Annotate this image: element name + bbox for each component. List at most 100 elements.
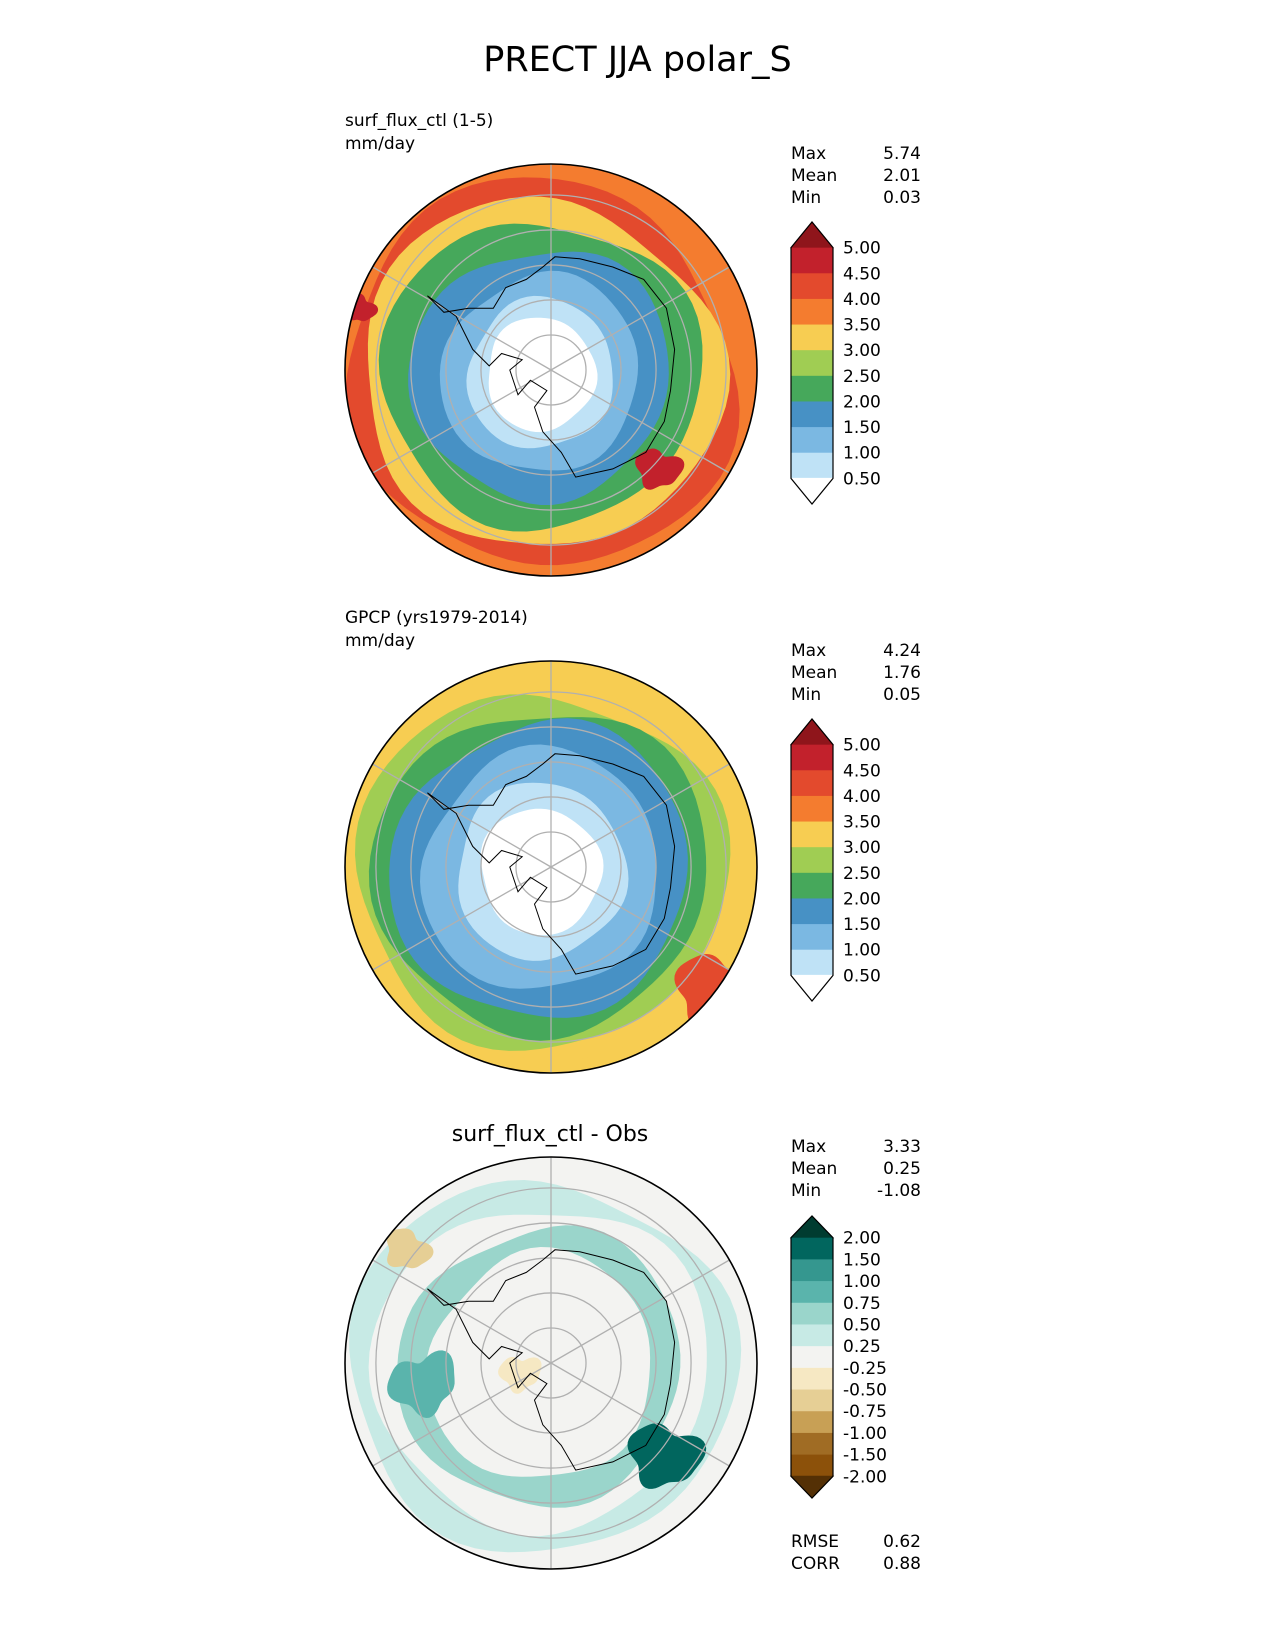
colorbar-tick-label: -0.25 — [843, 1359, 887, 1379]
longitude-gridline — [550, 1259, 730, 1364]
stat-value: 0.62 — [883, 1532, 921, 1552]
stat-corr: CORR 0.88 — [791, 1553, 921, 1575]
colorbar-tick-label: -1.50 — [843, 1446, 887, 1466]
colorbar-segment — [791, 1281, 833, 1304]
colorbar-tick-label: 4.00 — [843, 290, 881, 310]
colorbar-tick-label: -0.75 — [843, 1402, 887, 1422]
stat-name: Mean — [791, 1159, 838, 1179]
field-layer — [345, 661, 757, 1073]
longitude-gridline — [550, 266, 730, 371]
stat-name: Max — [791, 144, 827, 164]
colorbar-segment — [791, 427, 833, 454]
colorbar-segment — [791, 1302, 833, 1325]
stat-max: Max 3.33 — [791, 1136, 921, 1158]
colorbar-tick-label: 1.50 — [843, 1250, 881, 1270]
longitude-gridline — [550, 763, 730, 868]
stat-name: Min — [791, 685, 822, 705]
stat-name: CORR — [791, 1554, 840, 1574]
colorbar-extend-top — [789, 1215, 835, 1239]
stat-min: Min 0.03 — [791, 187, 921, 209]
colorbar-tick-label: 3.00 — [843, 838, 881, 858]
colorbar-tick-label: 0.75 — [843, 1294, 881, 1314]
colorbar-tick-label: 4.50 — [843, 761, 881, 781]
map-layer — [344, 163, 758, 577]
colorbar-segment — [791, 949, 833, 976]
longitude-gridline — [550, 369, 730, 474]
stat-name: RMSE — [791, 1532, 840, 1552]
colorbar-tick-label: 0.50 — [843, 469, 881, 489]
panel-title: surf_flux_ctl - Obs — [451, 1122, 649, 1147]
colorbar-tick-label: 2.00 — [843, 1229, 881, 1249]
stat-value: 0.03 — [883, 188, 921, 208]
stat-name: Max — [791, 641, 827, 661]
map-layer — [344, 1156, 758, 1570]
map-boundary — [344, 1156, 758, 1570]
anomaly-patch — [498, 1356, 542, 1394]
stat-name: Mean — [791, 663, 838, 683]
antarctica-coastline — [427, 256, 676, 478]
colorbar-tick-label: 0.25 — [843, 1337, 881, 1357]
colorbar-tick-label: -0.50 — [843, 1381, 887, 1401]
colorbar-segment — [791, 298, 833, 326]
stat-max: Max 4.24 — [791, 640, 921, 662]
colorbar-tick-label: 1.00 — [843, 444, 881, 464]
colorbar-segment — [791, 247, 833, 274]
colorbar-tick-label: 0.50 — [843, 966, 881, 986]
colorbar-tick-label: 2.00 — [843, 889, 881, 909]
stat-value: 2.01 — [883, 166, 921, 186]
longitude-gridline — [372, 266, 552, 371]
stat-min: Min -1.08 — [791, 1180, 921, 1202]
colorbar-tick-label: -2.00 — [843, 1467, 887, 1487]
colorbar-segment — [791, 770, 833, 797]
longitude-gridline — [550, 866, 730, 971]
antarctica-coastline — [427, 753, 676, 975]
antarctica-coastline — [427, 1249, 676, 1471]
colorbar-segment — [791, 324, 833, 351]
colorbar-tick-label: 3.00 — [843, 341, 881, 361]
colorbar-segment — [791, 1237, 833, 1260]
colorbar-tick-label: 5.00 — [843, 736, 881, 756]
stat-name: Mean — [791, 166, 838, 186]
colorbar-extend-bottom — [789, 477, 835, 505]
colorbar-segment — [791, 452, 833, 479]
colorbar-tick-label: 1.00 — [843, 1272, 881, 1292]
longitude-gridline — [550, 1362, 730, 1467]
colorbar-extend-bottom — [789, 974, 835, 1002]
longitude-gridline — [372, 763, 552, 868]
colorbar-tick-label: 1.50 — [843, 915, 881, 935]
colorbar-extend-top — [789, 718, 835, 746]
panel-label-line-1: surf_flux_ctl (1-5) — [345, 111, 494, 131]
field-maximum — [635, 448, 685, 490]
stat-value: 5.74 — [883, 144, 921, 164]
field-layer — [345, 1157, 757, 1569]
colorbar-segment — [791, 1389, 833, 1412]
field-layer — [345, 164, 757, 576]
panel-label-line-1: GPCP (yrs1979-2014) — [345, 608, 528, 628]
stat-value: 0.25 — [883, 1159, 921, 1179]
colorbar-segment — [791, 375, 833, 402]
map-boundary — [344, 163, 758, 577]
stat-mean: Mean 1.76 — [791, 662, 921, 684]
stats-box: Max 4.24 Mean 1.76 Min 0.05 — [791, 640, 921, 706]
stat-min: Min 0.05 — [791, 684, 921, 706]
stat-value: 1.76 — [883, 663, 921, 683]
colorbar-segment — [791, 1367, 833, 1391]
colorbar-tick-label: 2.50 — [843, 367, 881, 387]
stat-name: Max — [791, 1137, 827, 1157]
panel-label: GPCP (yrs1979-2014) mm/day — [345, 607, 528, 653]
colorbar-tick-label: 2.50 — [843, 864, 881, 884]
colorbar-segment — [791, 401, 833, 428]
stat-value: 0.05 — [883, 685, 921, 705]
stat-name: Min — [791, 188, 822, 208]
map-boundary — [344, 660, 758, 1074]
anomaly-patch — [627, 1423, 707, 1489]
colorbar-segment — [791, 795, 833, 823]
colorbar-segment — [791, 898, 833, 925]
anomaly-patch — [386, 1228, 434, 1269]
panel-label: surf_flux_ctl (1-5) mm/day — [345, 110, 493, 156]
figure-title: PRECT JJA polar_S — [483, 40, 792, 80]
colorbar-segment — [791, 350, 833, 377]
colorbar-segment — [791, 872, 833, 899]
colorbar-outline — [790, 718, 834, 1002]
longitude-gridline — [372, 866, 552, 971]
